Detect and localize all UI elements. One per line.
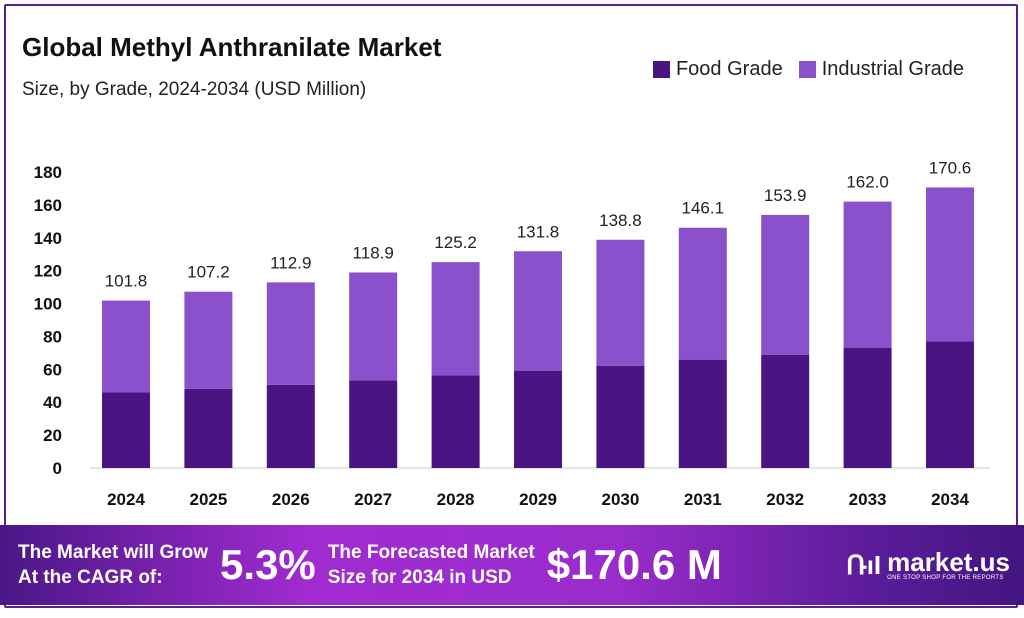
bar-food-grade — [102, 392, 150, 468]
legend-item-industrial-grade: Industrial Grade — [798, 58, 964, 81]
x-tick-label: 2026 — [272, 490, 310, 509]
chart-title: Global Methyl Anthranilate Market — [22, 32, 442, 62]
bar-food-grade — [431, 375, 480, 468]
data-label: 131.8 — [517, 222, 560, 241]
bar-industrial-grade — [843, 201, 892, 348]
legend-item-food-grade: Food Grade — [652, 58, 783, 81]
bar-industrial-grade — [596, 239, 645, 366]
y-tick-label: 80 — [43, 327, 62, 346]
chart-frame — [4, 4, 1018, 608]
bar-food-grade — [266, 384, 315, 468]
data-label: 112.9 — [270, 253, 311, 272]
x-tick-label: 2032 — [766, 490, 804, 509]
y-tick-label: 180 — [34, 163, 62, 182]
data-label: 107.2 — [187, 263, 230, 282]
forecast-label: The Forecasted Market Size for 2034 in US… — [328, 540, 535, 590]
logo-tagline: ONE STOP SHOP FOR THE REPORTS — [887, 575, 1004, 581]
forecast-label-line: The Forecasted Market — [327, 542, 535, 563]
y-tick-label: 20 — [43, 426, 62, 445]
bar-industrial-grade — [678, 227, 727, 360]
bar-industrial-grade — [514, 251, 562, 371]
data-label: 118.9 — [353, 243, 394, 262]
bar-food-grade — [349, 380, 398, 468]
legend: Food Grade Industrial Grade — [652, 58, 964, 81]
forecast-value: $170.6 M — [546, 541, 722, 588]
y-tick-label: 160 — [34, 196, 62, 215]
bar-industrial-grade — [926, 187, 974, 342]
bar-industrial-grade — [431, 262, 480, 376]
bar-food-grade — [761, 354, 810, 468]
cagr-label: The Market will Grow At the CAGR of: — [18, 540, 208, 590]
y-tick-label: 120 — [34, 262, 62, 281]
x-tick-label: 2028 — [437, 490, 475, 509]
bar-industrial-grade — [184, 291, 233, 389]
x-tick-label: 2025 — [189, 490, 227, 509]
data-label: 146.1 — [682, 199, 725, 218]
data-label: 162.0 — [846, 173, 889, 192]
bar-food-grade — [184, 388, 233, 468]
legend-label: Food Grade — [675, 58, 783, 80]
x-tick-label: 2030 — [601, 490, 639, 509]
bar-industrial-grade — [102, 300, 150, 393]
y-tick-label: 40 — [43, 393, 62, 412]
cagr-value: 5.3% — [220, 541, 316, 588]
data-label: 170.6 — [929, 158, 972, 177]
data-label: 138.8 — [599, 211, 642, 230]
bar-food-grade — [843, 347, 892, 468]
y-tick-label: 140 — [34, 229, 62, 248]
data-label: 125.2 — [434, 233, 477, 252]
market-us-logo: ՌıI market.us ONE STOP SHOP FOR THE REPOR… — [846, 549, 1010, 581]
cagr-label-line: The Market will Grow — [18, 542, 209, 563]
data-label: 153.9 — [764, 186, 807, 205]
x-tick-label: 2034 — [931, 490, 969, 509]
x-tick-label: 2033 — [849, 490, 887, 509]
y-tick-label: 60 — [43, 360, 62, 379]
y-tick-label: 0 — [53, 459, 62, 478]
bar-industrial-grade — [349, 272, 398, 381]
data-label: 101.8 — [105, 272, 148, 291]
bar-industrial-grade — [761, 214, 810, 355]
x-tick-label: 2024 — [107, 490, 145, 509]
summary-banner: The Market will Grow At the CAGR of: 5.3%… — [0, 525, 1024, 605]
cagr-label-line: At the CAGR of: — [18, 567, 163, 588]
logo-text: market.us — [887, 547, 1010, 577]
bar-chart: 0 20 40 60 80 100 120 140 160 180 101.8 2024 107.2 20… — [34, 158, 990, 509]
x-tick-label: 2029 — [519, 490, 557, 509]
y-tick-label: 100 — [34, 295, 62, 314]
chart-subtitle: Size, by Grade, 2024-2034 (USD Million) — [22, 79, 367, 100]
bar-industrial-grade — [266, 282, 315, 385]
legend-swatch-industrial — [798, 61, 816, 78]
x-tick-label: 2027 — [354, 490, 392, 509]
bar-food-grade — [926, 341, 974, 468]
x-tick-label: 2031 — [684, 490, 722, 509]
bar-food-grade — [678, 359, 727, 468]
logo-icon: ՌıI — [846, 549, 882, 580]
legend-swatch-food — [652, 61, 670, 78]
bar-food-grade — [596, 365, 645, 468]
bar-food-grade — [514, 370, 562, 468]
forecast-label-line: Size for 2034 in USD — [327, 567, 512, 588]
legend-label: Industrial Grade — [821, 58, 964, 80]
